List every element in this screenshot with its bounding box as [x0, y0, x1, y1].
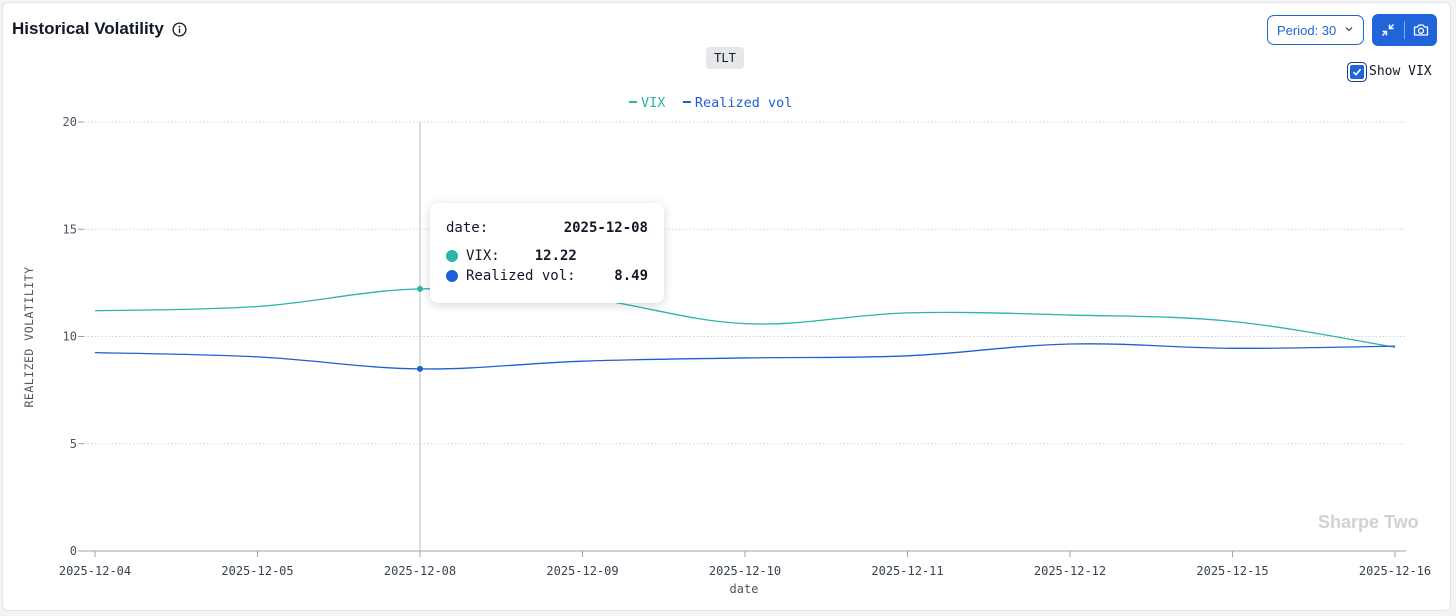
collapse-button[interactable]: [1372, 14, 1404, 46]
tooltip-date-row: date: 2025-12-08: [446, 220, 648, 236]
tooltip-realized-value: 8.49: [614, 268, 648, 284]
y-tick-label: 15: [63, 222, 77, 236]
collapse-icon: [1382, 24, 1394, 36]
tooltip-realized-label: Realized vol:: [466, 268, 576, 284]
tooltip-date-label: date:: [446, 220, 489, 236]
info-icon[interactable]: [172, 22, 187, 37]
chart-action-buttons: [1372, 14, 1437, 46]
x-tick-label: 2025-12-08: [384, 564, 456, 578]
x-tick-label: 2025-12-09: [546, 564, 618, 578]
camera-icon: [1413, 24, 1429, 36]
period-select[interactable]: Period: 30: [1267, 15, 1364, 45]
legend-label-vix: VIX: [641, 95, 665, 111]
show-vix-label: Show VIX: [1369, 64, 1432, 79]
y-axis-label: REALIZED VOLATILITY: [22, 266, 36, 407]
tooltip-vix-row: VIX: 12.22: [446, 248, 648, 264]
y-tick-label: 20: [63, 115, 77, 129]
y-tick-label: 10: [63, 330, 77, 344]
x-tick-label: 2025-12-11: [871, 564, 943, 578]
check-icon: [1352, 68, 1362, 76]
y-tick-label: 5: [70, 437, 77, 451]
x-tick-label: 2025-12-10: [709, 564, 781, 578]
vix-point: [417, 285, 423, 292]
tooltip-vix-value: 12.22: [534, 248, 577, 264]
realized-vol-point: [417, 365, 423, 372]
x-tick-label: 2025-12-05: [221, 564, 293, 578]
button-divider: [1404, 21, 1405, 39]
page-title: Historical Volatility: [12, 19, 164, 38]
vix-dot-icon: [446, 250, 458, 262]
y-tick-label: 0: [70, 544, 77, 558]
chevron-down-icon: [1345, 27, 1353, 32]
realized-vol-dot-icon: [446, 270, 458, 282]
x-axis-label: date: [730, 582, 759, 596]
screenshot-button[interactable]: [1405, 14, 1437, 46]
period-select-label: Period: 30: [1277, 22, 1337, 38]
tooltip-realized-row: Realized vol: 8.49: [446, 268, 648, 284]
chart-tooltip: date: 2025-12-08 VIX: 12.22 Realized vol…: [430, 203, 664, 303]
x-tick-label: 2025-12-12: [1034, 564, 1106, 578]
tooltip-vix-label: VIX:: [466, 248, 500, 264]
show-vix-toggle[interactable]: Show VIX: [1348, 64, 1432, 79]
x-tick-label: 2025-12-04: [59, 564, 131, 578]
realized-vol-line: [94, 343, 1396, 370]
x-tick-label: 2025-12-15: [1196, 564, 1268, 578]
ticker-badge: TLT: [706, 47, 744, 69]
tooltip-date-value: 2025-12-08: [563, 220, 648, 236]
watermark: Sharpe Two: [1318, 512, 1419, 532]
vix-line: [94, 287, 1396, 348]
show-vix-checkbox[interactable]: [1350, 64, 1364, 79]
legend-label-realized-vol: Realized vol: [695, 95, 793, 111]
x-tick-label: 2025-12-16: [1359, 564, 1431, 578]
